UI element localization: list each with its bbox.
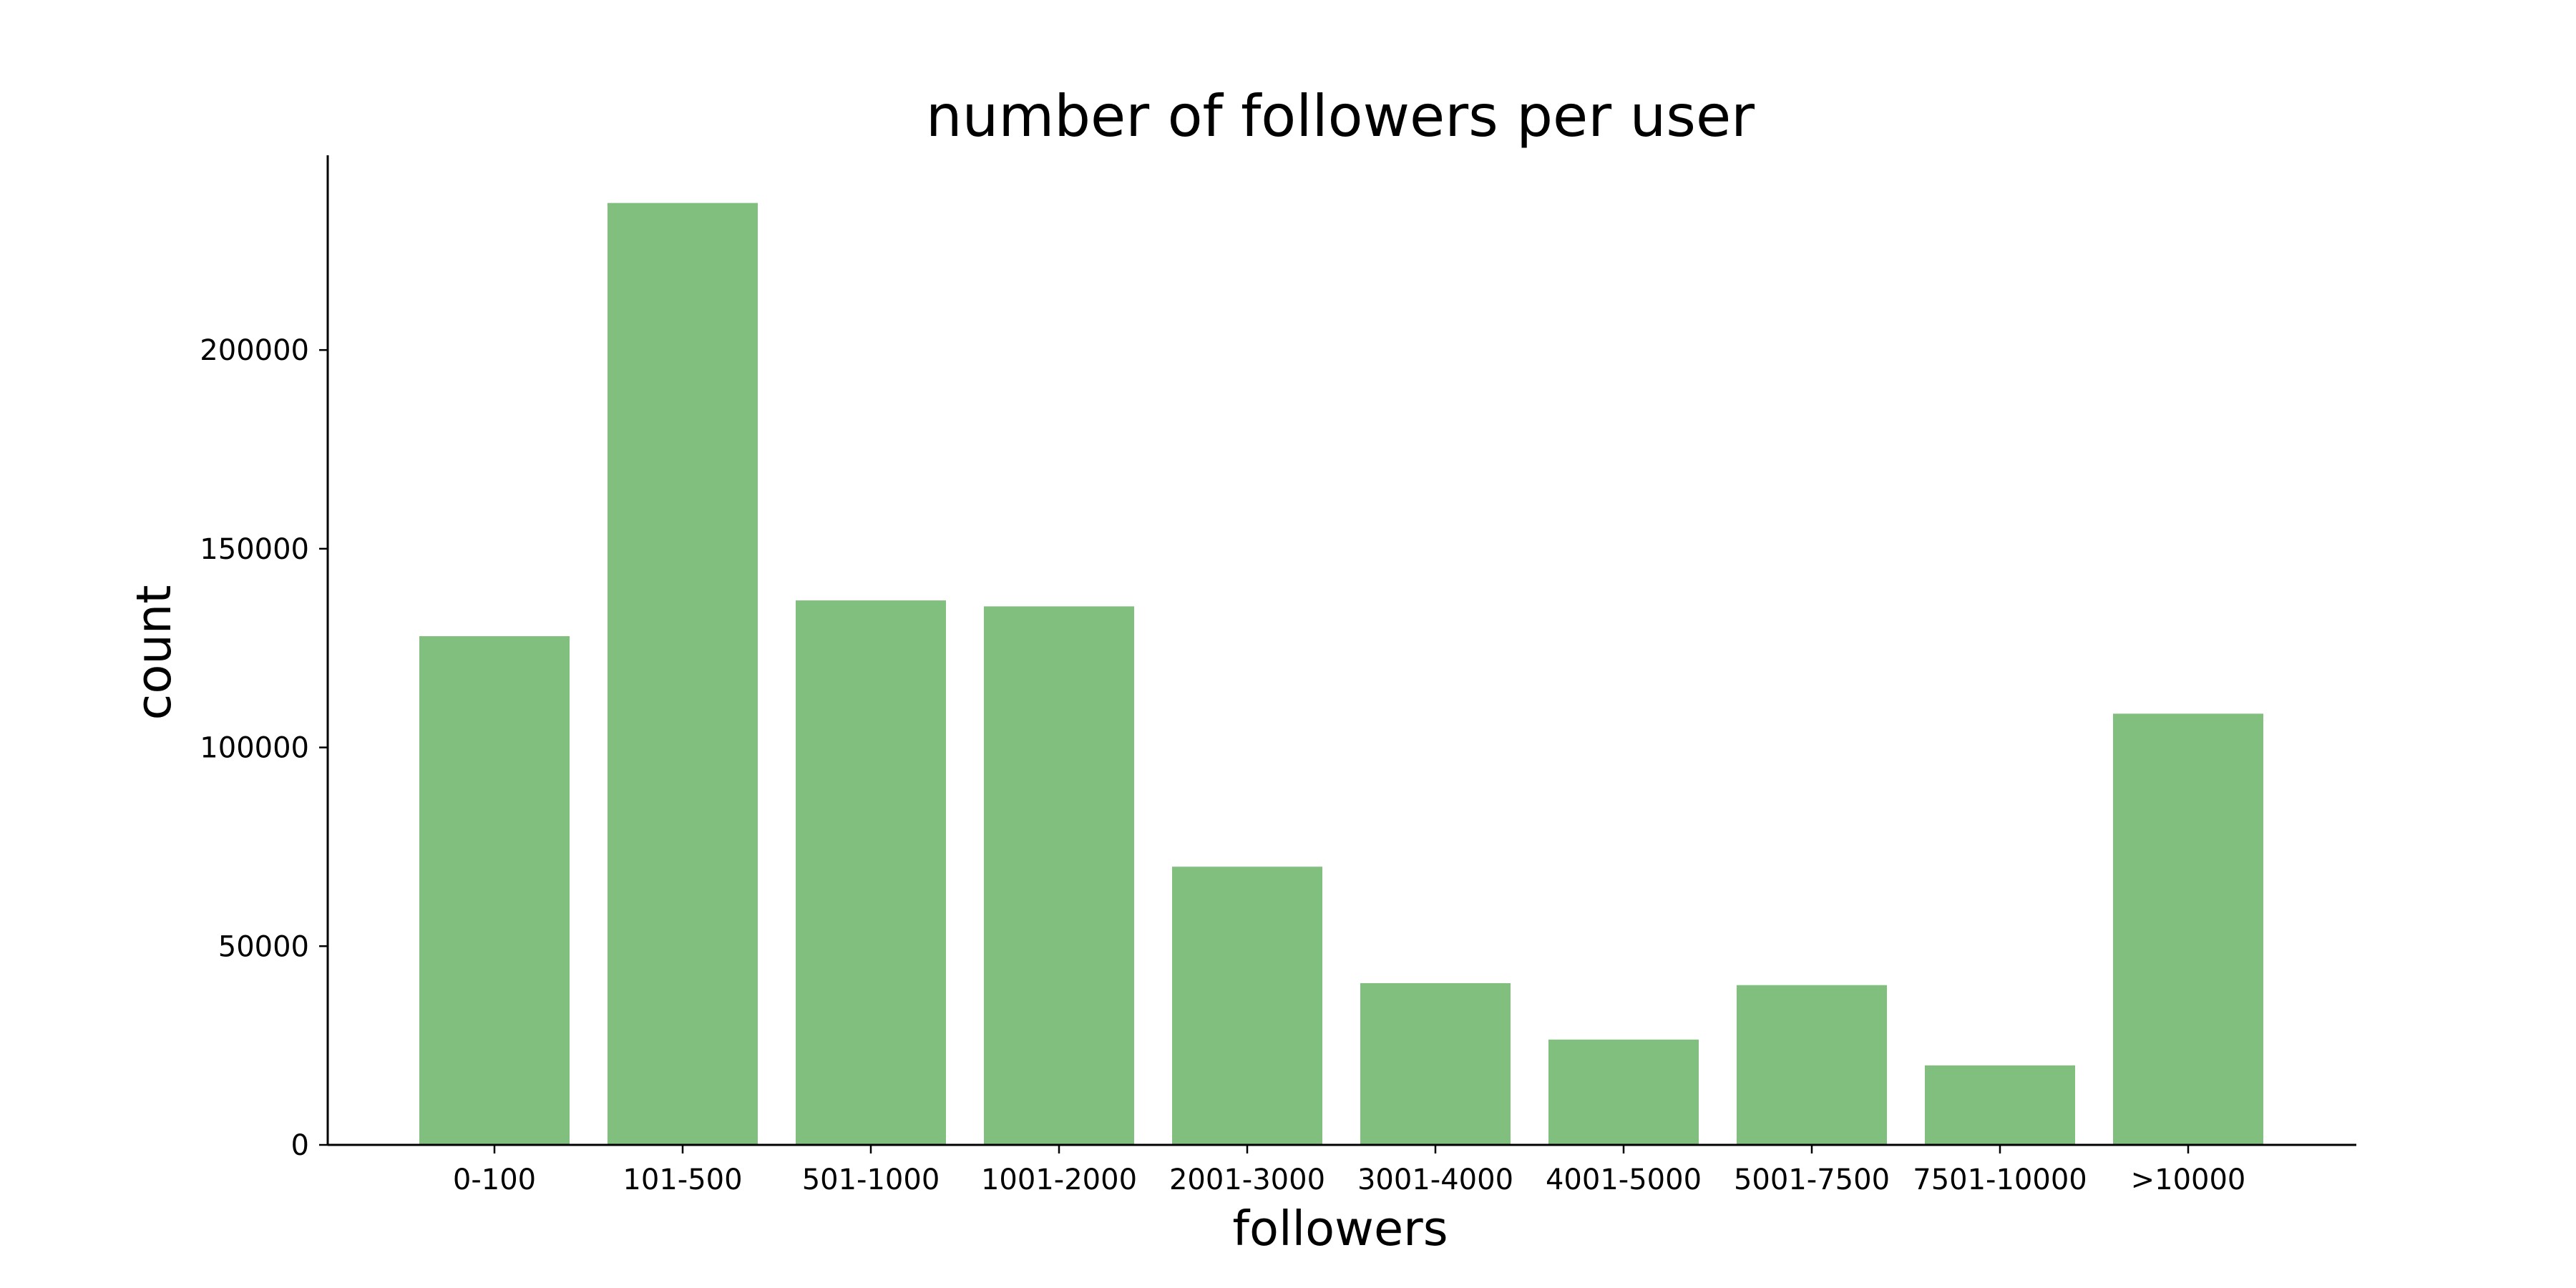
bar-8 [1925,1065,2075,1145]
y-tick-label: 200000 [200,334,309,367]
x-tick-label: 3001-4000 [1357,1163,1513,1196]
chart-title: number of followers per user [926,83,1755,150]
x-tick-label: 501-1000 [802,1163,940,1196]
x-tick-label: 7501-10000 [1913,1163,2087,1196]
x-tick-label: >10000 [2131,1163,2246,1196]
x-tick-label: 2001-3000 [1169,1163,1325,1196]
x-tick-label: 4001-5000 [1546,1163,1702,1196]
x-tick-label: 0-100 [453,1163,536,1196]
x-tick-label: 5001-7500 [1734,1163,1890,1196]
y-axis-ticks: 0 50000 100000 150000 200000 [200,334,328,1162]
bar-1 [608,203,758,1145]
bar-2 [796,600,946,1145]
bar-5 [1360,982,1511,1145]
y-tick-label: 100000 [200,732,309,765]
bar-3 [984,606,1134,1145]
bar-9 [2113,713,2263,1145]
y-tick-label: 150000 [200,533,309,566]
x-tick-label: 101-500 [623,1163,742,1196]
y-tick-label: 50000 [218,930,309,963]
y-tick-label: 0 [291,1129,309,1162]
bar-6 [1548,1039,1699,1145]
x-tick-label: 1001-2000 [981,1163,1137,1196]
x-axis-ticks: 0-100 101-500 501-1000 1001-2000 2001-3000 30… [453,1145,2246,1196]
x-axis-label: followers [1232,1201,1448,1257]
bar-7 [1737,985,1887,1145]
bars-group [419,203,2263,1145]
y-axis-label: count [126,585,182,720]
bar-0 [419,636,570,1145]
bar-4 [1172,867,1322,1145]
